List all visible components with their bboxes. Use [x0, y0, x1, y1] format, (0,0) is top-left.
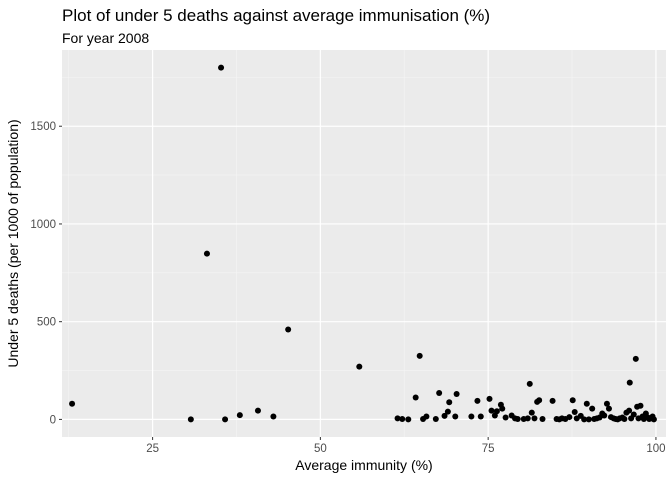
data-point	[474, 397, 481, 404]
data-point	[626, 407, 633, 414]
data-point	[531, 415, 538, 422]
data-point	[601, 412, 608, 419]
data-point	[493, 408, 500, 415]
data-point	[285, 326, 292, 333]
x-tick-label: 100	[646, 443, 665, 455]
data-point	[486, 395, 493, 402]
data-point	[399, 416, 406, 423]
x-tick-label: 50	[314, 443, 327, 455]
y-tick-label: 0	[50, 414, 56, 426]
data-point	[605, 405, 612, 412]
y-tick-label: 1500	[30, 121, 56, 133]
data-point	[203, 250, 210, 257]
data-point	[581, 416, 588, 423]
data-point	[446, 399, 453, 406]
data-point	[589, 405, 596, 412]
data-point	[585, 416, 592, 423]
data-point	[569, 397, 576, 404]
data-point	[632, 355, 639, 362]
x-tick-label: 25	[146, 443, 159, 455]
data-point	[539, 416, 546, 423]
data-point	[416, 352, 423, 359]
y-tick-label: 1000	[30, 219, 56, 231]
x-axis-ticks: 25 50 75 100	[146, 437, 666, 455]
data-point	[444, 408, 451, 415]
data-point	[583, 400, 590, 407]
data-point	[405, 416, 412, 423]
chart-title: Plot of under 5 deaths against average i…	[62, 6, 490, 25]
data-point	[453, 391, 460, 397]
data-point	[236, 412, 243, 419]
data-point	[270, 413, 277, 420]
data-point	[423, 413, 430, 420]
data-point	[477, 413, 484, 420]
data-point	[69, 400, 76, 407]
data-point	[356, 363, 363, 370]
data-point	[436, 390, 443, 397]
data-point	[630, 411, 637, 418]
x-axis-title: Average immunity (%)	[295, 457, 432, 473]
x-tick-label: 75	[482, 443, 495, 455]
data-point	[394, 415, 401, 422]
data-point	[468, 413, 475, 420]
data-point	[566, 414, 573, 421]
data-point	[603, 400, 610, 407]
data-point	[549, 397, 556, 404]
data-point	[621, 416, 628, 423]
data-points	[69, 64, 657, 423]
data-point	[502, 414, 509, 421]
data-point	[524, 415, 531, 422]
data-point	[222, 416, 229, 423]
data-point	[254, 407, 261, 414]
data-point	[650, 416, 657, 423]
data-point	[626, 379, 633, 386]
data-point	[514, 416, 521, 423]
data-point	[526, 380, 533, 387]
data-point	[499, 405, 506, 412]
plot-panel	[62, 50, 666, 437]
data-point	[637, 402, 644, 409]
data-point	[488, 407, 495, 414]
data-point	[218, 64, 225, 71]
data-point	[432, 416, 439, 423]
chart-subtitle: For year 2008	[62, 30, 149, 46]
y-axis-title: Under 5 deaths (per 1000 of population)	[5, 119, 21, 367]
data-point	[412, 394, 419, 401]
data-point	[441, 412, 448, 419]
minor-gridlines	[62, 50, 666, 437]
data-point	[528, 409, 535, 416]
y-tick-label: 500	[37, 317, 56, 329]
data-point	[452, 413, 459, 420]
data-point	[571, 408, 578, 415]
major-gridlines	[62, 50, 666, 437]
data-point	[187, 416, 194, 423]
y-axis-ticks: 0 500 1000 1500	[30, 121, 62, 426]
data-point	[536, 397, 543, 404]
